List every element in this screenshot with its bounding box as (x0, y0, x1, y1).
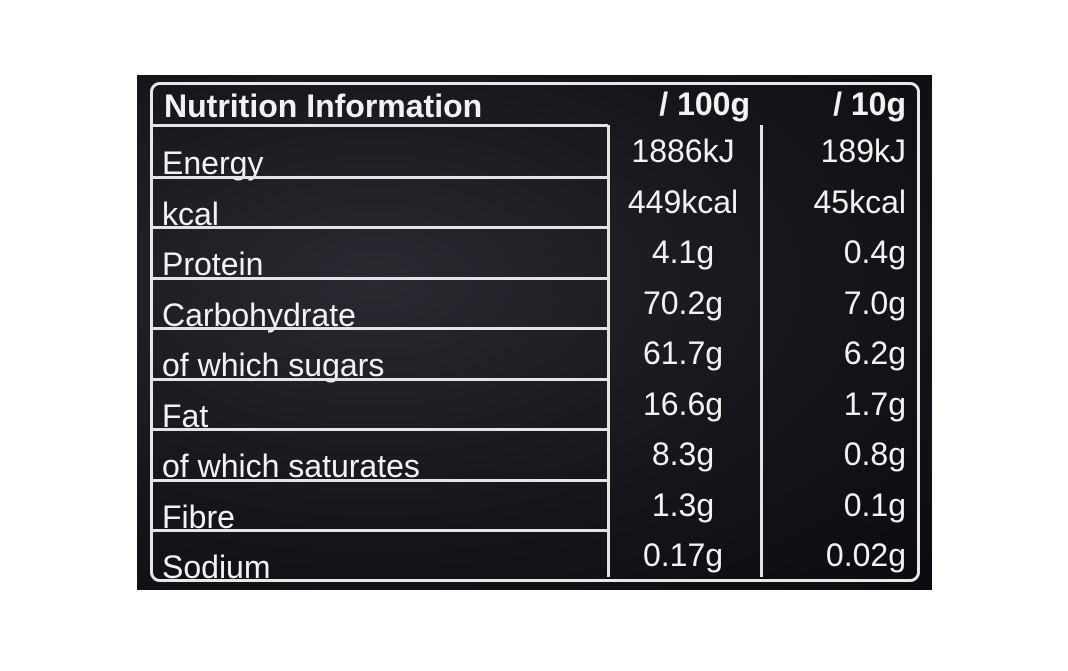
label-column-border (607, 125, 610, 577)
row-label: of which saturates (162, 448, 420, 484)
row-separator (152, 175, 608, 179)
row-separator (152, 276, 608, 280)
table-frame (150, 82, 920, 582)
value-per-10g: 45kcal (813, 183, 907, 220)
value-per-100g: 4.1g (651, 234, 715, 270)
column-header: / 100g (659, 86, 750, 122)
row-label: Protein (162, 246, 264, 282)
value-per-10g: 0.4g (843, 234, 906, 270)
header-line (152, 124, 608, 127)
row-separator (152, 327, 608, 330)
value-per-100g: 70.2g (642, 284, 724, 321)
row-label: Carbohydrate (162, 296, 356, 333)
row-label: Fibre (162, 498, 235, 535)
row-label: of which sugars (162, 347, 385, 383)
row-label: Sodium (162, 549, 271, 585)
column-header: / 10g (833, 86, 906, 122)
value-per-10g: 1.7g (843, 385, 906, 422)
value-per-10g: 0.8g (843, 436, 906, 472)
row-separator (152, 226, 608, 229)
value-per-100g: 16.6g (642, 385, 724, 422)
value-per-10g: 0.1g (843, 486, 906, 523)
row-separator (152, 529, 608, 532)
column-divider (760, 125, 763, 577)
value-per-100g: 8.3g (651, 436, 715, 472)
value-per-10g: 189kJ (820, 133, 906, 169)
label-background (137, 75, 932, 590)
row-label: kcal (162, 195, 219, 232)
value-per-100g: 1.3g (651, 486, 715, 523)
row-separator (152, 377, 608, 381)
row-label: Fat (162, 397, 209, 434)
value-per-10g: 0.02g (825, 537, 906, 573)
value-per-100g: 0.17g (642, 537, 724, 573)
value-per-100g: 61.7g (642, 335, 724, 371)
value-per-10g: 7.0g (843, 284, 906, 321)
row-separator (152, 478, 608, 482)
row-separator (152, 428, 608, 431)
row-label: Energy (162, 145, 264, 181)
table-title: Nutrition Information (164, 88, 483, 124)
value-per-10g: 6.2g (843, 335, 906, 371)
value-per-100g: 1886kJ (631, 133, 735, 169)
value-per-100g: 449kcal (627, 183, 739, 220)
